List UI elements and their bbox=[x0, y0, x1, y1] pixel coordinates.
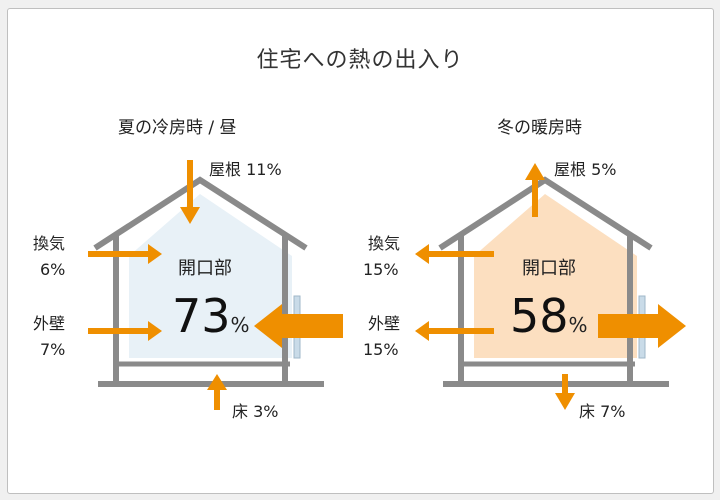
winter-vent-value: 15% bbox=[363, 260, 399, 279]
winter-vent-label: 換気 bbox=[368, 234, 401, 253]
summer-floor-label: 床 3% bbox=[232, 402, 279, 421]
summer-vent-label: 換気 bbox=[33, 234, 66, 253]
summer-opening-arrow bbox=[254, 304, 343, 348]
summer-wall-value: 7% bbox=[40, 340, 66, 359]
winter-wall-label: 外壁 bbox=[368, 314, 401, 333]
summer-opening-value: 73% bbox=[172, 289, 250, 343]
winter-opening-label: 開口部 bbox=[522, 258, 576, 279]
winter-roof-arrow bbox=[525, 163, 545, 217]
winter-floor-label: 床 7% bbox=[579, 402, 626, 421]
winter-vent-arrow bbox=[415, 244, 494, 264]
winter-house bbox=[415, 163, 686, 410]
summer-wall-label: 外壁 bbox=[33, 314, 66, 333]
summer-vent-arrow bbox=[88, 244, 162, 264]
summer-wall-arrow bbox=[88, 321, 162, 341]
summer-heading: 夏の冷房時 / 昼 bbox=[118, 118, 237, 138]
winter-opening-arrow bbox=[598, 304, 686, 348]
summer-interior-fill bbox=[129, 194, 292, 358]
winter-roof-label: 屋根 5% bbox=[554, 160, 617, 179]
summer-roof-arrow bbox=[180, 160, 200, 224]
winter-opening-value: 58% bbox=[510, 289, 588, 343]
winter-interior-fill bbox=[474, 194, 637, 358]
summer-opening-label: 開口部 bbox=[178, 258, 232, 279]
summer-roof-outline bbox=[93, 176, 308, 251]
winter-wall-arrow bbox=[415, 321, 494, 341]
winter-floor-arrow bbox=[555, 374, 575, 410]
diagram-title: 住宅への熱の出入り bbox=[256, 48, 464, 73]
summer-roof-label: 屋根 11% bbox=[209, 160, 282, 179]
summer-house bbox=[88, 160, 343, 410]
summer-vent-value: 6% bbox=[40, 260, 66, 279]
winter-wall-value: 15% bbox=[363, 340, 399, 359]
winter-heading: 冬の暖房時 bbox=[497, 118, 582, 138]
summer-floor-arrow bbox=[207, 374, 227, 410]
